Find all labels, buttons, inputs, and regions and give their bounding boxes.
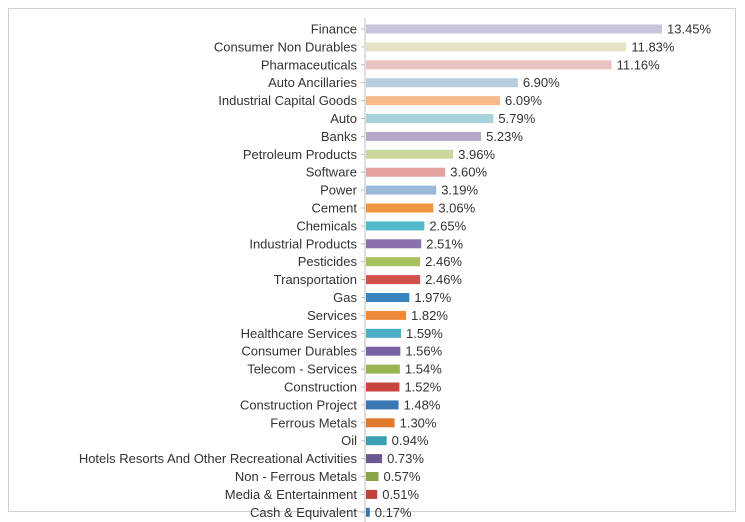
bar: [366, 472, 379, 481]
data-label: 2.65%: [429, 218, 466, 233]
category-label: Finance: [311, 22, 357, 37]
data-label: 6.90%: [523, 75, 560, 90]
category-label: Pharmaceuticals: [261, 57, 358, 72]
bar: [366, 239, 422, 249]
bar: [366, 328, 401, 338]
data-label: 11.83%: [631, 39, 675, 54]
data-label: 1.56%: [405, 344, 442, 359]
data-label: 1.82%: [411, 308, 448, 323]
bar: [366, 78, 518, 88]
category-label: Construction Project: [240, 397, 357, 412]
category-label: Ferrous Metals: [270, 415, 357, 430]
data-label: 1.48%: [404, 397, 441, 412]
category-label: Banks: [321, 129, 358, 144]
data-label: 13.45%: [667, 22, 712, 37]
data-label: 2.46%: [425, 272, 462, 287]
category-label: Hotels Resorts And Other Recreational Ac…: [79, 451, 358, 466]
data-label: 1.30%: [400, 415, 437, 430]
bar: [366, 149, 454, 159]
bar: [366, 436, 387, 446]
data-label: 3.06%: [438, 201, 475, 216]
bar: [366, 221, 425, 231]
data-label: 0.94%: [392, 433, 429, 448]
category-label: Auto Ancillaries: [268, 75, 357, 90]
data-label: 3.60%: [450, 165, 487, 180]
bar: [366, 257, 421, 267]
category-label: Industrial Capital Goods: [218, 93, 357, 108]
category-label: Industrial Products: [249, 236, 357, 251]
bar: [366, 96, 501, 106]
bar: [366, 507, 370, 517]
category-label: Non - Ferrous Metals: [235, 469, 358, 484]
data-label: 0.17%: [375, 505, 412, 520]
category-label: Pesticides: [298, 254, 358, 269]
category-label: Construction: [284, 380, 357, 395]
data-label: 5.79%: [498, 111, 535, 126]
category-label: Telecom - Services: [247, 362, 357, 377]
category-label: Software: [306, 165, 357, 180]
data-label: 0.57%: [384, 469, 421, 484]
data-label: 0.73%: [387, 451, 424, 466]
data-label: 3.96%: [458, 147, 495, 162]
bar: [366, 203, 434, 213]
category-label: Oil: [341, 433, 357, 448]
category-label: Chemicals: [296, 218, 357, 233]
category-label: Healthcare Services: [241, 326, 358, 341]
category-label: Power: [320, 183, 358, 198]
data-label: 1.97%: [414, 290, 451, 305]
category-label: Consumer Non Durables: [214, 39, 358, 54]
category-label: Services: [307, 308, 357, 323]
bar: [366, 42, 627, 52]
category-label: Gas: [333, 290, 357, 305]
category-label: Petroleum Products: [243, 147, 358, 162]
bar: [366, 131, 482, 141]
data-label: 3.19%: [441, 183, 478, 198]
data-label: 1.52%: [404, 380, 441, 395]
data-label: 2.51%: [426, 236, 463, 251]
data-label: 6.09%: [505, 93, 542, 108]
category-label: Cement: [311, 201, 357, 216]
bar: [366, 185, 437, 195]
category-label: Transportation: [274, 272, 357, 287]
category-label: Media & Entertainment: [225, 487, 358, 502]
data-label: 5.23%: [486, 129, 523, 144]
chart-frame: [8, 8, 736, 512]
bar: [366, 310, 407, 320]
bar: [366, 454, 383, 464]
category-label: Auto: [330, 111, 357, 126]
bar: [366, 275, 421, 285]
data-label: 1.59%: [406, 326, 443, 341]
bar: [366, 382, 400, 392]
bar: [366, 24, 662, 34]
category-label: Cash & Equivalent: [250, 505, 357, 520]
bar: [366, 60, 612, 70]
bar: [366, 346, 401, 356]
bar: [366, 167, 446, 177]
data-label: 1.54%: [405, 362, 442, 377]
data-label: 0.51%: [382, 487, 419, 502]
bar: [366, 364, 400, 374]
bar: [366, 400, 399, 410]
bar: [366, 489, 378, 499]
bar: [366, 293, 410, 302]
category-label: Consumer Durables: [241, 344, 357, 359]
bar: [366, 114, 494, 123]
data-label: 2.46%: [425, 254, 462, 269]
data-label: 11.16%: [617, 57, 661, 72]
bar: [366, 418, 395, 428]
